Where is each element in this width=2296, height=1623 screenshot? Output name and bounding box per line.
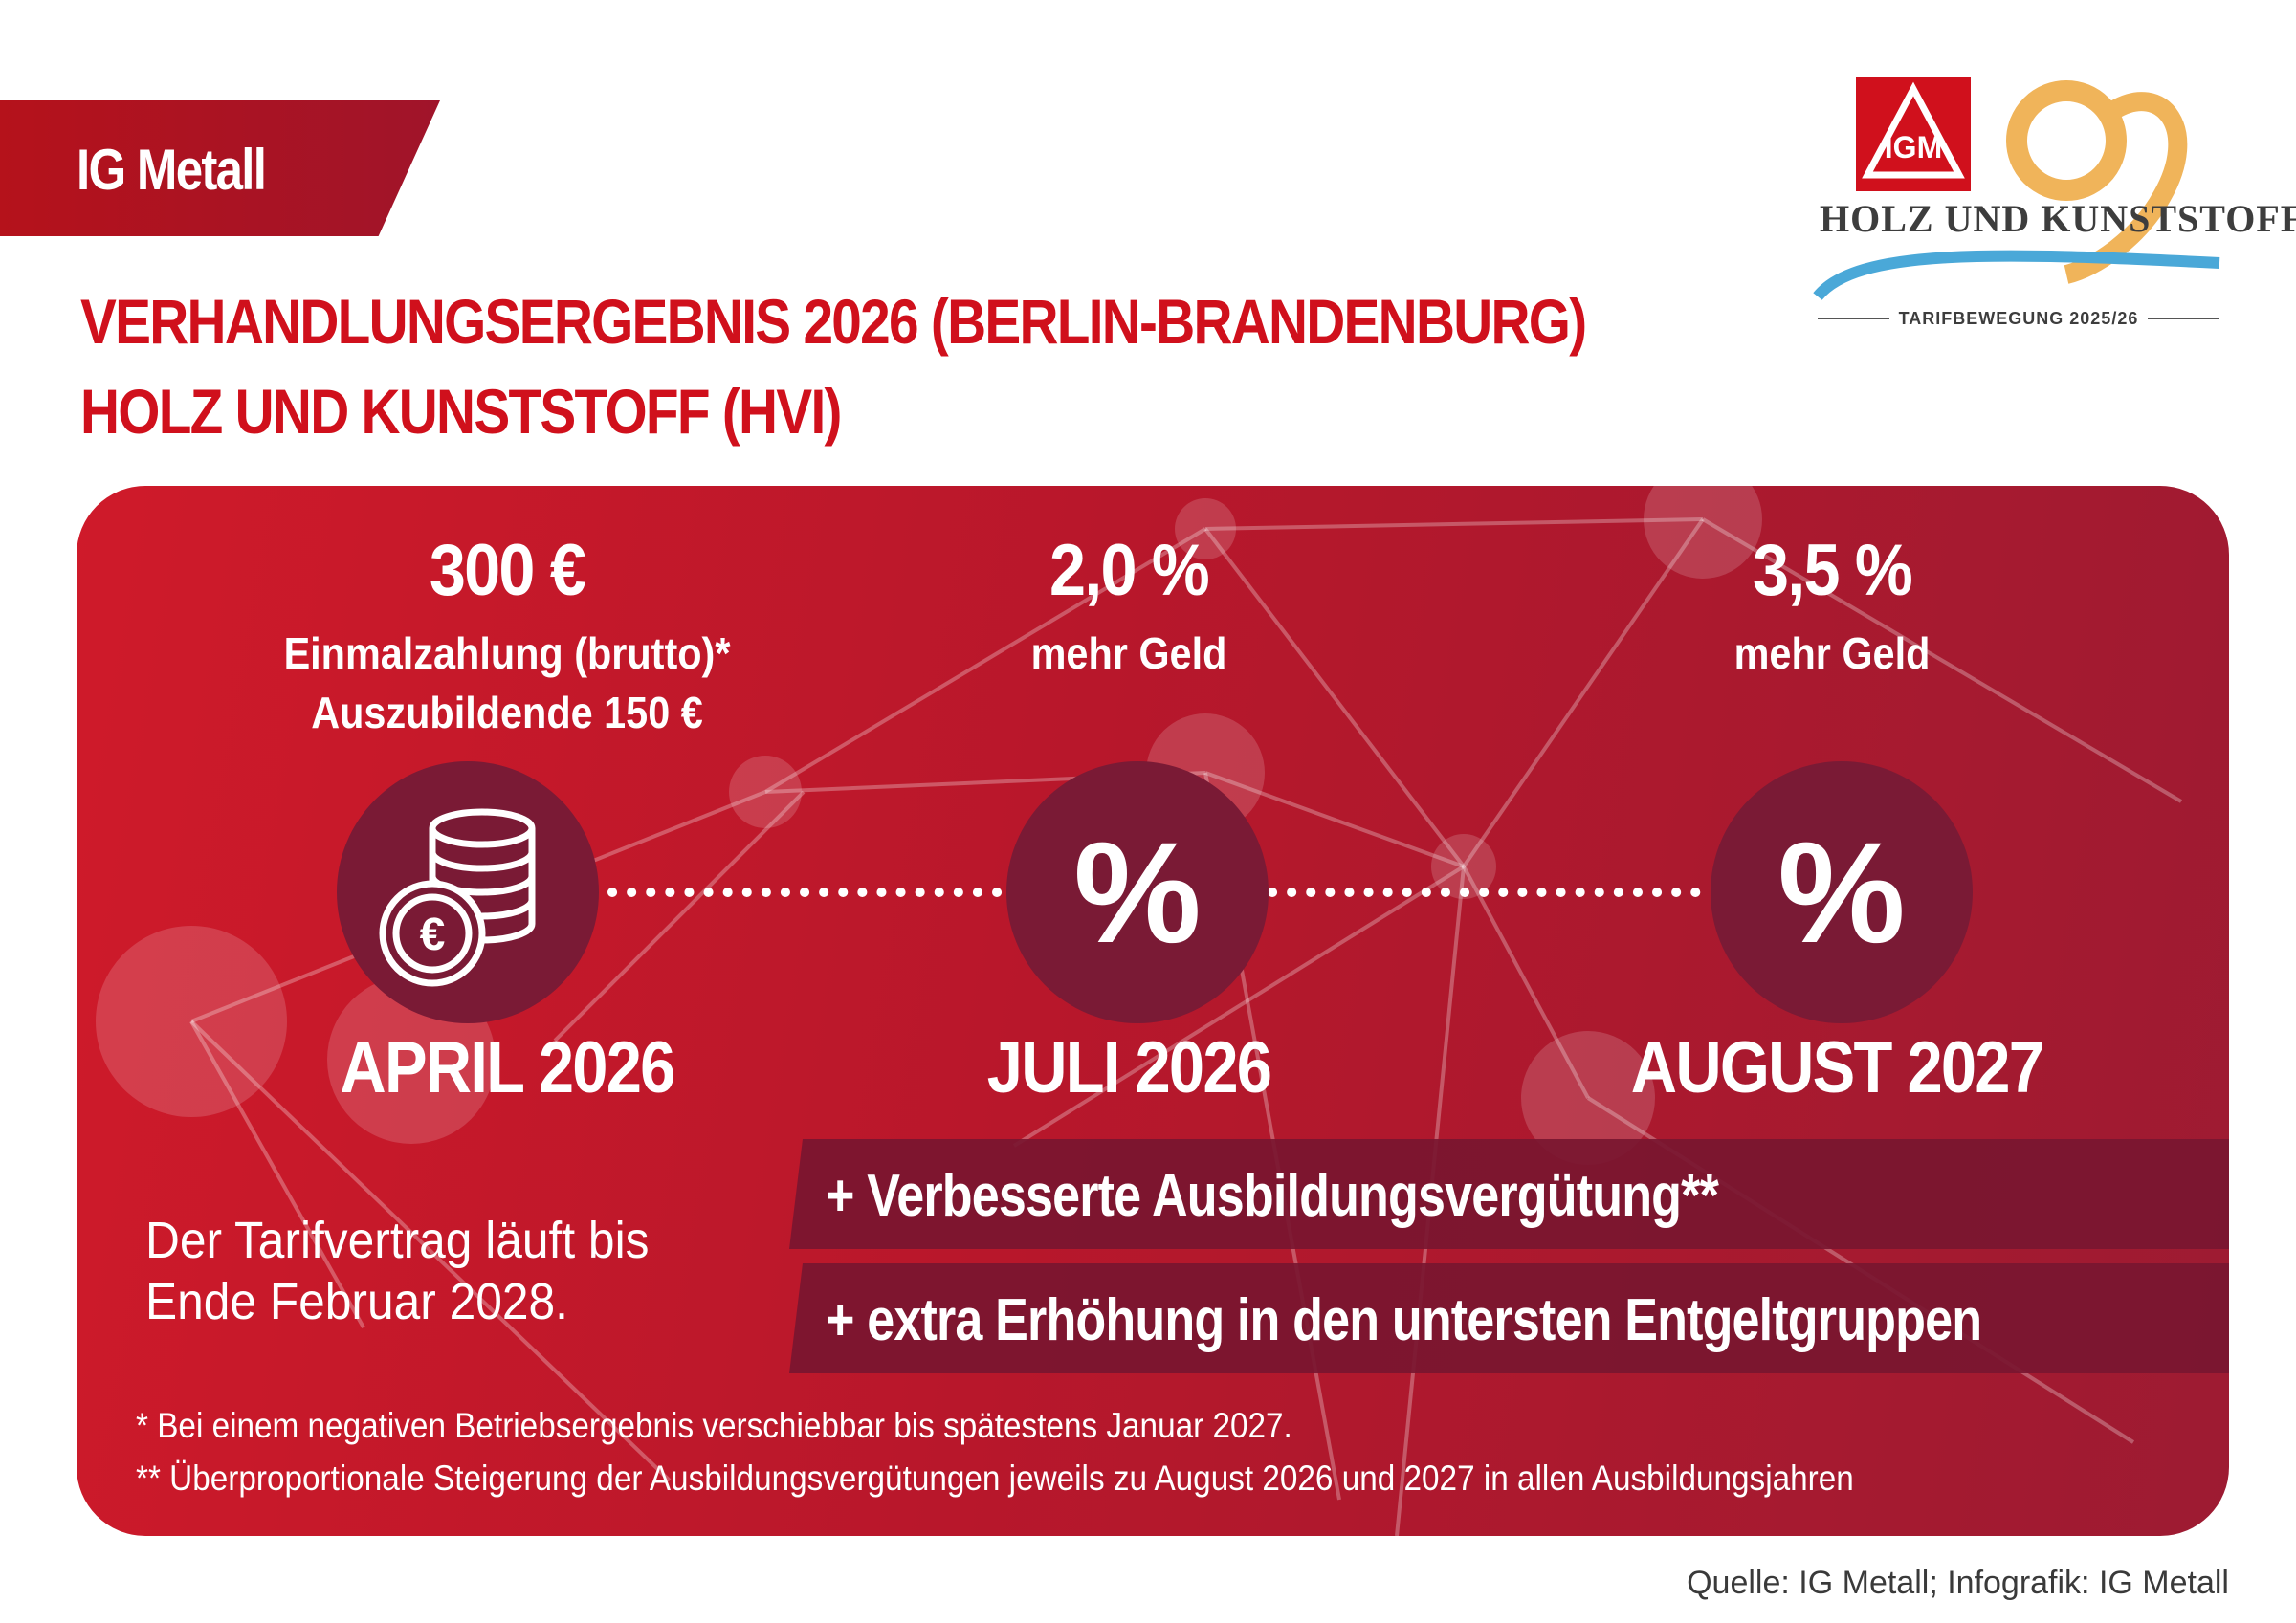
- timeline-connector: [607, 888, 1712, 897]
- milestone-1-date: APRIL 2026: [340, 1027, 675, 1108]
- milestone-3-amount: 3,5 %: [1753, 530, 1913, 611]
- milestone-2-date: JULI 2026: [986, 1027, 1272, 1108]
- footnote-1: * Bei einem negativen Betriebsergebnis v…: [136, 1406, 1292, 1445]
- igm-triangle-icon: [1862, 81, 1965, 179]
- percent-icon: %: [1777, 812, 1906, 973]
- milestone-3-date: AUGUST 2027: [1630, 1027, 2044, 1108]
- page-title: VERHANDLUNGSERGEBNIS 2026 (BERLIN-BRANDE…: [80, 286, 1587, 357]
- holz-kunststoff-logo: IGM HOLZ UND KUNSTSTOFF TARIFBEWEGUNG 20…: [1799, 72, 2296, 344]
- milestone-2-label: mehr Geld: [1030, 628, 1227, 678]
- source-credit: Quelle: IG Metall; Infografik: IG Metall: [1687, 1565, 2229, 1601]
- svg-text:€: €: [420, 910, 446, 960]
- milestone-1-circle: €: [337, 761, 599, 1023]
- logo-blue-swoosh: [1813, 250, 2220, 300]
- result-panel: 300 € Einmalzahlung (brutto)* Auszubilde…: [77, 486, 2229, 1536]
- extra-benefit-bar: + Verbesserte Ausbildungsvergütung**: [789, 1139, 2229, 1249]
- contract-runtime-line2: Ende Februar 2028.: [145, 1273, 568, 1330]
- percent-icon: %: [1073, 812, 1202, 973]
- network-background: [96, 486, 2183, 1536]
- logo-subtitle: TARIFBEWEGUNG 2025/26: [1898, 309, 2139, 328]
- extra-benefit-text: + extra Erhöhung in den untersten Entgel…: [826, 1287, 1982, 1353]
- brand-name: IG Metall: [77, 138, 267, 202]
- contract-runtime: Der Tarifvertrag läuft bis Ende Februar …: [145, 1210, 649, 1332]
- page-subtitle: HOLZ UND KUNSTSTOFF (HVI): [80, 376, 842, 447]
- milestone-2-circle: %: [1006, 761, 1269, 1023]
- logo-graphic: IGM: [1813, 77, 2220, 319]
- extra-benefit-bar: + extra Erhöhung in den untersten Entgel…: [789, 1263, 2229, 1373]
- milestone-1-amount: 300 €: [429, 530, 586, 611]
- logo-wordmark: HOLZ UND KUNSTSTOFF: [1820, 197, 2296, 240]
- milestone-1-sublabel: Auszubildende 150 €: [311, 688, 703, 737]
- milestone-3-circle: %: [1711, 761, 1973, 1023]
- extra-benefit-text: + Verbesserte Ausbildungsvergütung**: [826, 1163, 1719, 1229]
- milestone-3-label: mehr Geld: [1733, 628, 1931, 678]
- logo-ring-left: [2006, 80, 2127, 201]
- milestone-2-amount: 2,0 %: [1049, 530, 1210, 611]
- milestone-1-label: Einmalzahlung (brutto)*: [283, 628, 731, 678]
- igm-emblem-letters: IGM: [1885, 130, 1942, 164]
- brand-tab: IG Metall: [0, 100, 440, 236]
- contract-runtime-line1: Der Tarifvertrag läuft bis: [145, 1212, 650, 1269]
- euro-coins-icon: €: [379, 808, 536, 987]
- footnote-2: ** Überproportionale Steigerung der Ausb…: [136, 1459, 1854, 1498]
